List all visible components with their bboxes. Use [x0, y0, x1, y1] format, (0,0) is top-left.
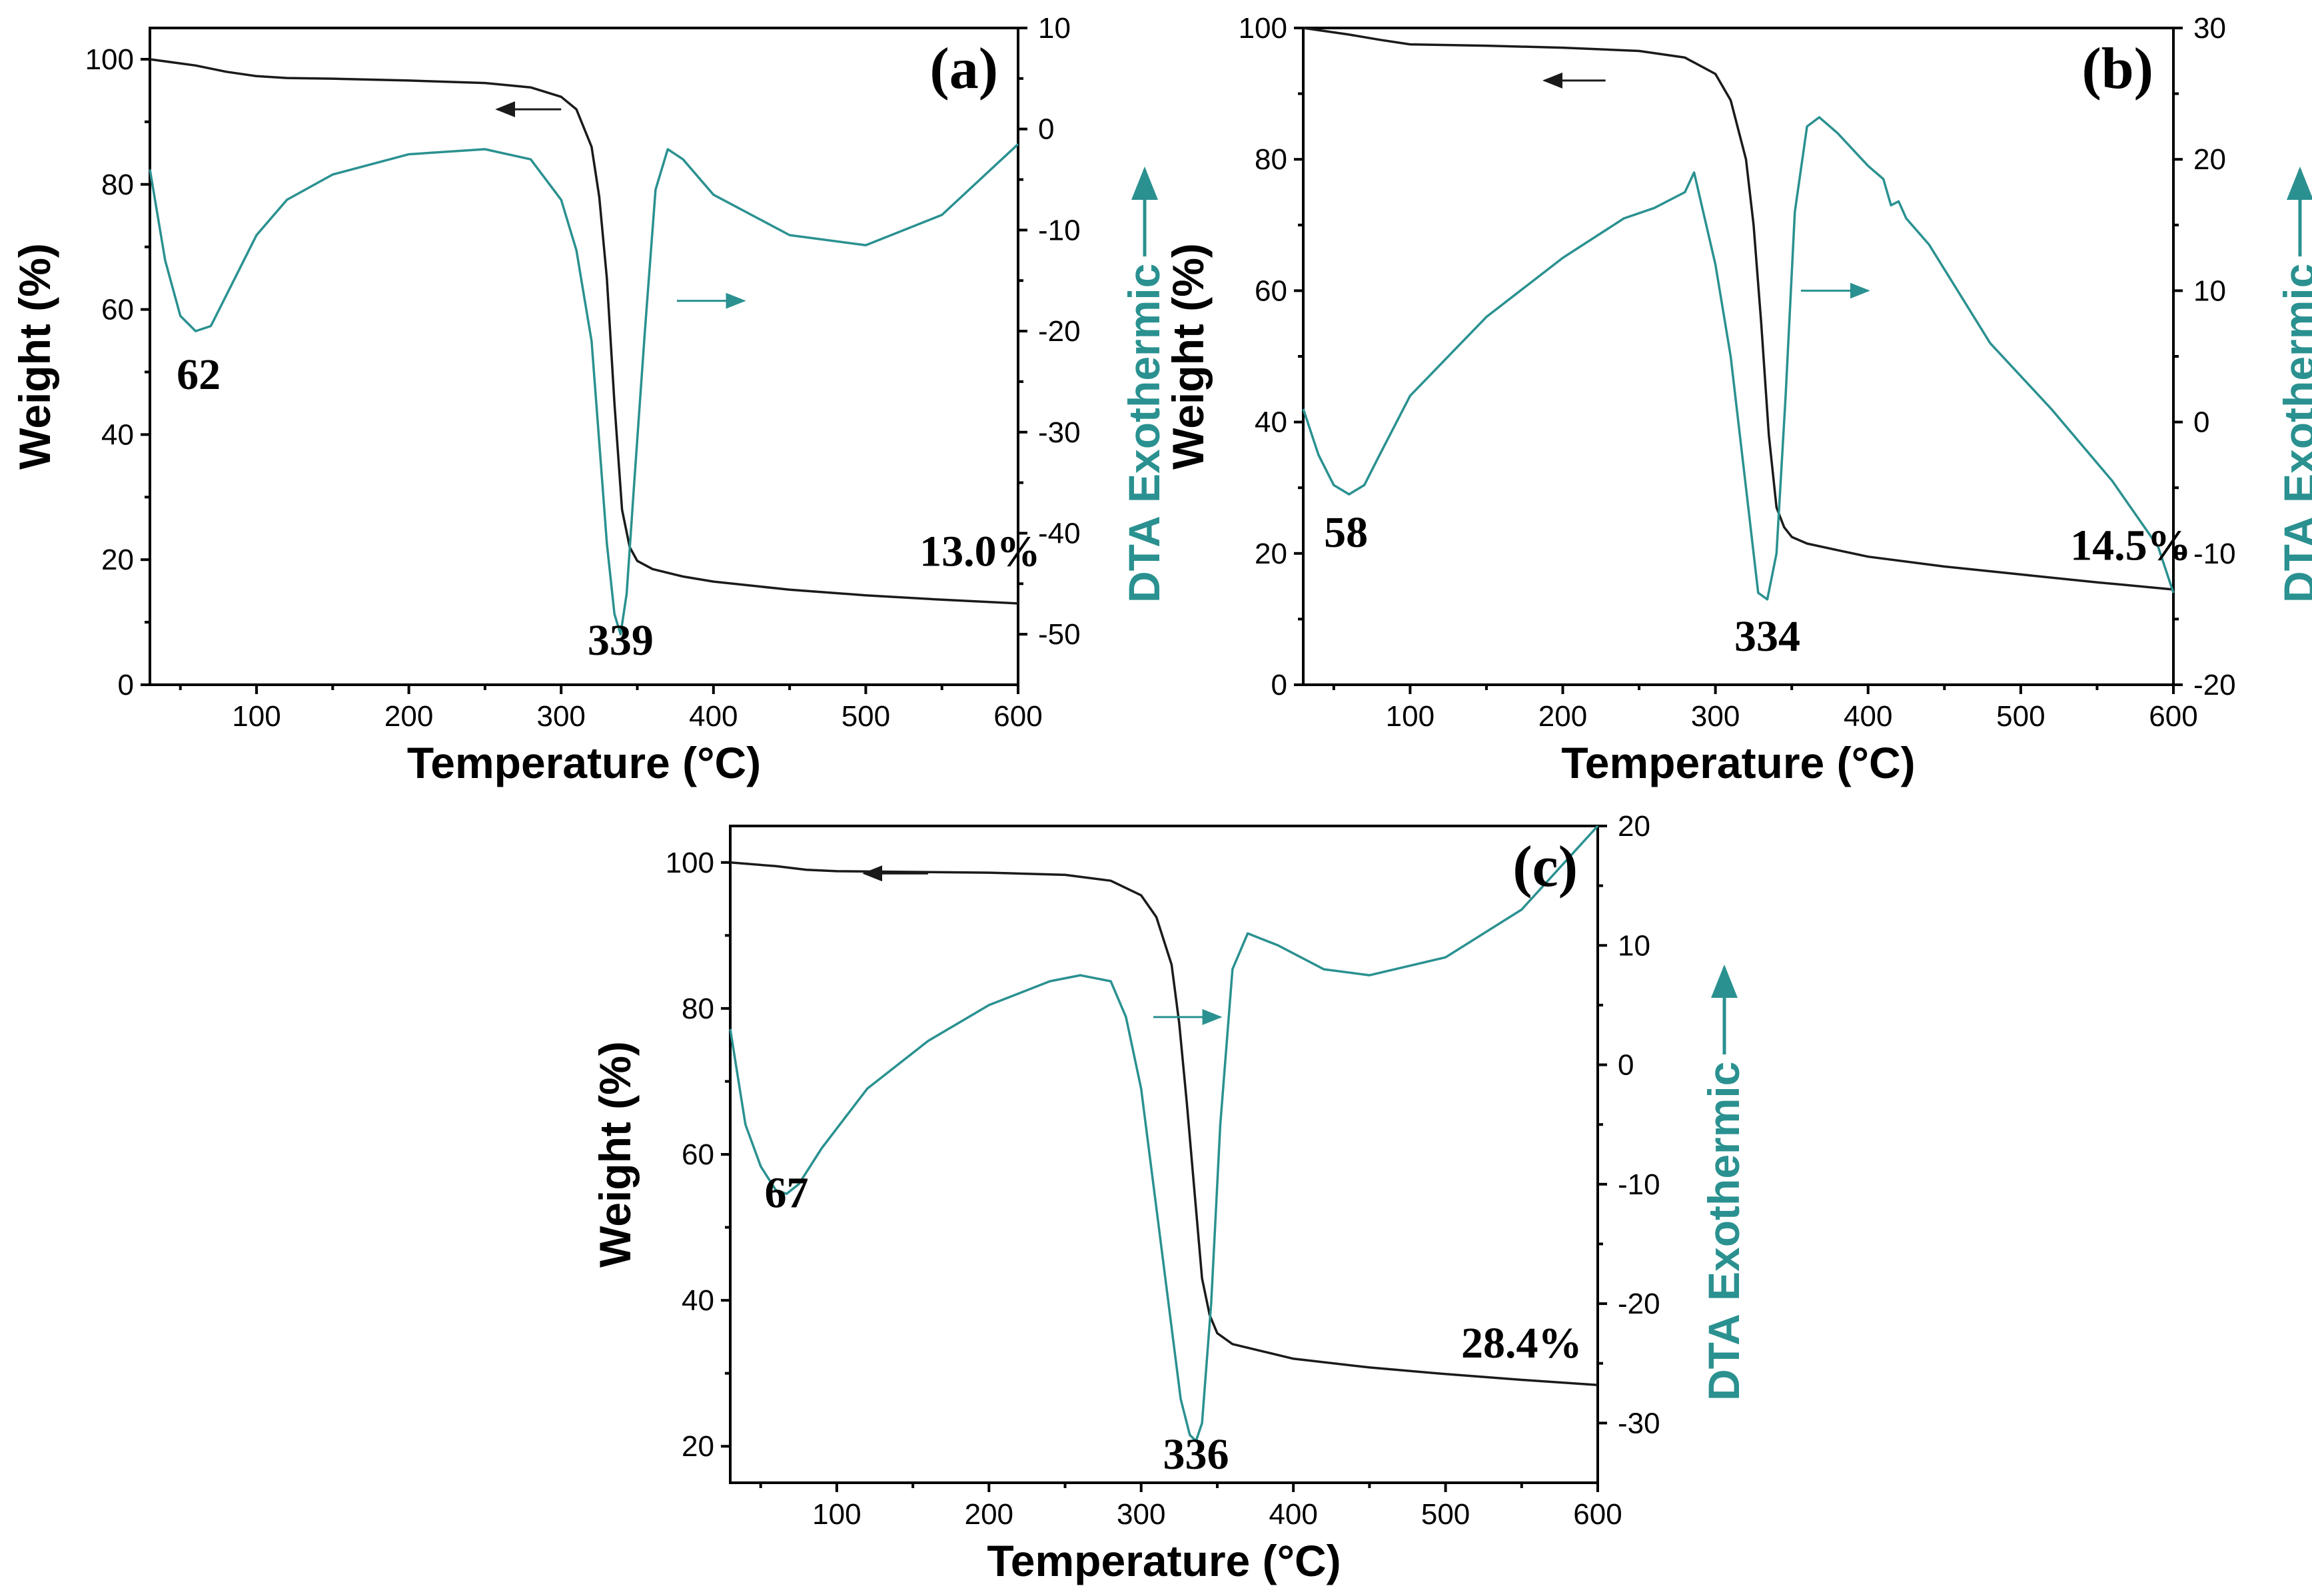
- weight-curve: [1303, 27, 2174, 591]
- y-tick-label: 20: [682, 1430, 714, 1463]
- y2-title-exothermic: Exothermic: [2275, 264, 2312, 503]
- y-tick-label: 40: [1255, 406, 1287, 439]
- y-tick-label: 20: [1255, 538, 1287, 570]
- x-tick-label: 200: [1538, 700, 1587, 733]
- x-tick-label: 100: [232, 700, 281, 733]
- panel-a: 100 200 300 400 500 600020406080100-50-40-30-…: [10, 12, 1169, 787]
- weight-curve: [149, 58, 1019, 605]
- x-tick-label: 300: [536, 700, 585, 733]
- y2-axis-title: DTA Exothermic: [1699, 965, 1748, 1401]
- y-tick-label: 80: [682, 993, 714, 1025]
- y2-tick-label: 10: [1618, 929, 1650, 962]
- panel-b: 100 200 300 400 500 600 0 20 40 60 80 100 -20 -10 0 10 2…: [1163, 12, 2312, 787]
- y-tick-label: 0: [1271, 669, 1287, 701]
- x-axis-title: Temperature (°C): [987, 1536, 1341, 1585]
- y2-title-dta: DTA: [1699, 1314, 1748, 1401]
- y-axis-title: Weight (%): [10, 243, 59, 470]
- annotation-residue: 14.5%: [2070, 522, 2191, 570]
- panel-label: (a): [929, 37, 998, 101]
- dta-curve: [1302, 116, 2175, 601]
- panel-label: (b): [2081, 37, 2153, 101]
- y-tick-label: 60: [682, 1138, 714, 1171]
- y-tick-label: 40: [682, 1284, 714, 1317]
- annotation-peak2: 339: [588, 616, 654, 665]
- x-tick-label: 400: [1844, 700, 1892, 733]
- y-tick-label: 100: [85, 43, 134, 76]
- y2-tick-label: -10: [1618, 1168, 1660, 1201]
- x-axis-title: Temperature (°C): [407, 738, 761, 787]
- y2-axis-title: DTA Exothermic: [1119, 167, 1169, 603]
- y2-tick-label: -30: [1038, 416, 1081, 449]
- y2-title-exothermic: Exothermic: [1119, 264, 1169, 503]
- x-tick-label: 100: [1386, 700, 1435, 733]
- y2-axis-title: DTA Exothermic: [2275, 167, 2312, 603]
- x-tick-label: 600: [1573, 1498, 1622, 1531]
- y2-tick-label: -10: [1038, 214, 1081, 246]
- x-tick-label: 600: [993, 700, 1042, 733]
- y2-tick-label: -40: [1038, 517, 1081, 550]
- panel-c: 100 200 300 400 500 600 20 40 60 80 100 -30 -20 -10 0 1…: [590, 810, 1748, 1585]
- y2-tick-label: -20: [2193, 669, 2236, 701]
- x-tick-label: 200: [965, 1498, 1013, 1531]
- y2-tick-label: 10: [2193, 274, 2226, 307]
- x-tick-label: 400: [689, 700, 738, 733]
- y2-tick-label: -10: [2193, 538, 2236, 570]
- y2-tick-label: 20: [1618, 810, 1650, 843]
- y2-tick-label: -20: [1618, 1288, 1660, 1320]
- annotation-peak2: 334: [1734, 612, 1800, 661]
- x-tick-label: 500: [1421, 1498, 1470, 1531]
- x-tick-label: 300: [1117, 1498, 1165, 1531]
- y2-tick-label: 30: [2193, 12, 2226, 45]
- x-tick-label: 600: [2149, 700, 2197, 733]
- annotation-peak1: 67: [765, 1169, 809, 1218]
- x-tick-label: 200: [384, 700, 433, 733]
- annotation-peak1: 58: [1324, 508, 1368, 557]
- y2-title-dta: DTA: [2275, 516, 2312, 603]
- x-tick-label: 400: [1269, 1498, 1317, 1531]
- x-tick-label: 100: [812, 1498, 861, 1531]
- y-tick-label: 60: [1255, 274, 1287, 307]
- dta-curve: [729, 825, 1599, 1443]
- x-tick-label: 500: [842, 700, 890, 733]
- y-tick-label: 100: [1239, 12, 1287, 45]
- y2-tick-label: 20: [2193, 143, 2226, 176]
- y-tick-label: 100: [666, 847, 714, 879]
- x-axis-title: Temperature (°C): [1561, 738, 1915, 787]
- y-tick-label: 40: [101, 418, 134, 451]
- y2-title-dta: DTA: [1119, 516, 1169, 603]
- y2-tick-label: -30: [1618, 1407, 1660, 1439]
- annotation-residue: 13.0%: [919, 528, 1041, 576]
- y2-tick-label: 0: [2193, 406, 2209, 439]
- plot-frame: [149, 27, 1019, 686]
- y2-tick-label: 0: [1618, 1049, 1634, 1082]
- y-tick-label: 80: [101, 169, 134, 201]
- dta-curve: [149, 143, 1019, 635]
- y-tick-label: 20: [101, 544, 134, 576]
- weight-curve: [730, 861, 1598, 1386]
- y2-tick-label: -50: [1038, 618, 1081, 651]
- annotation-peak2: 336: [1163, 1430, 1229, 1479]
- x-tick-label: 500: [1996, 700, 2045, 733]
- annotation-residue: 28.4%: [1461, 1319, 1582, 1368]
- y-axis-title: Weight (%): [1163, 243, 1213, 470]
- panel-label: (c): [1512, 835, 1578, 899]
- y-tick-label: 60: [101, 294, 134, 326]
- y-axis-title: Weight (%): [590, 1041, 640, 1268]
- y-tick-label: 80: [1255, 143, 1287, 176]
- plot-frame: [729, 825, 1599, 1484]
- x-tick-label: 300: [1691, 700, 1740, 733]
- y2-tick-label: 10: [1038, 12, 1071, 45]
- annotation-peak1: 62: [177, 350, 221, 399]
- y2-tick-label: 0: [1038, 113, 1054, 146]
- y2-tick-label: -20: [1038, 315, 1081, 348]
- y-tick-label: 0: [118, 669, 134, 701]
- y2-title-exothermic: Exothermic: [1699, 1062, 1748, 1301]
